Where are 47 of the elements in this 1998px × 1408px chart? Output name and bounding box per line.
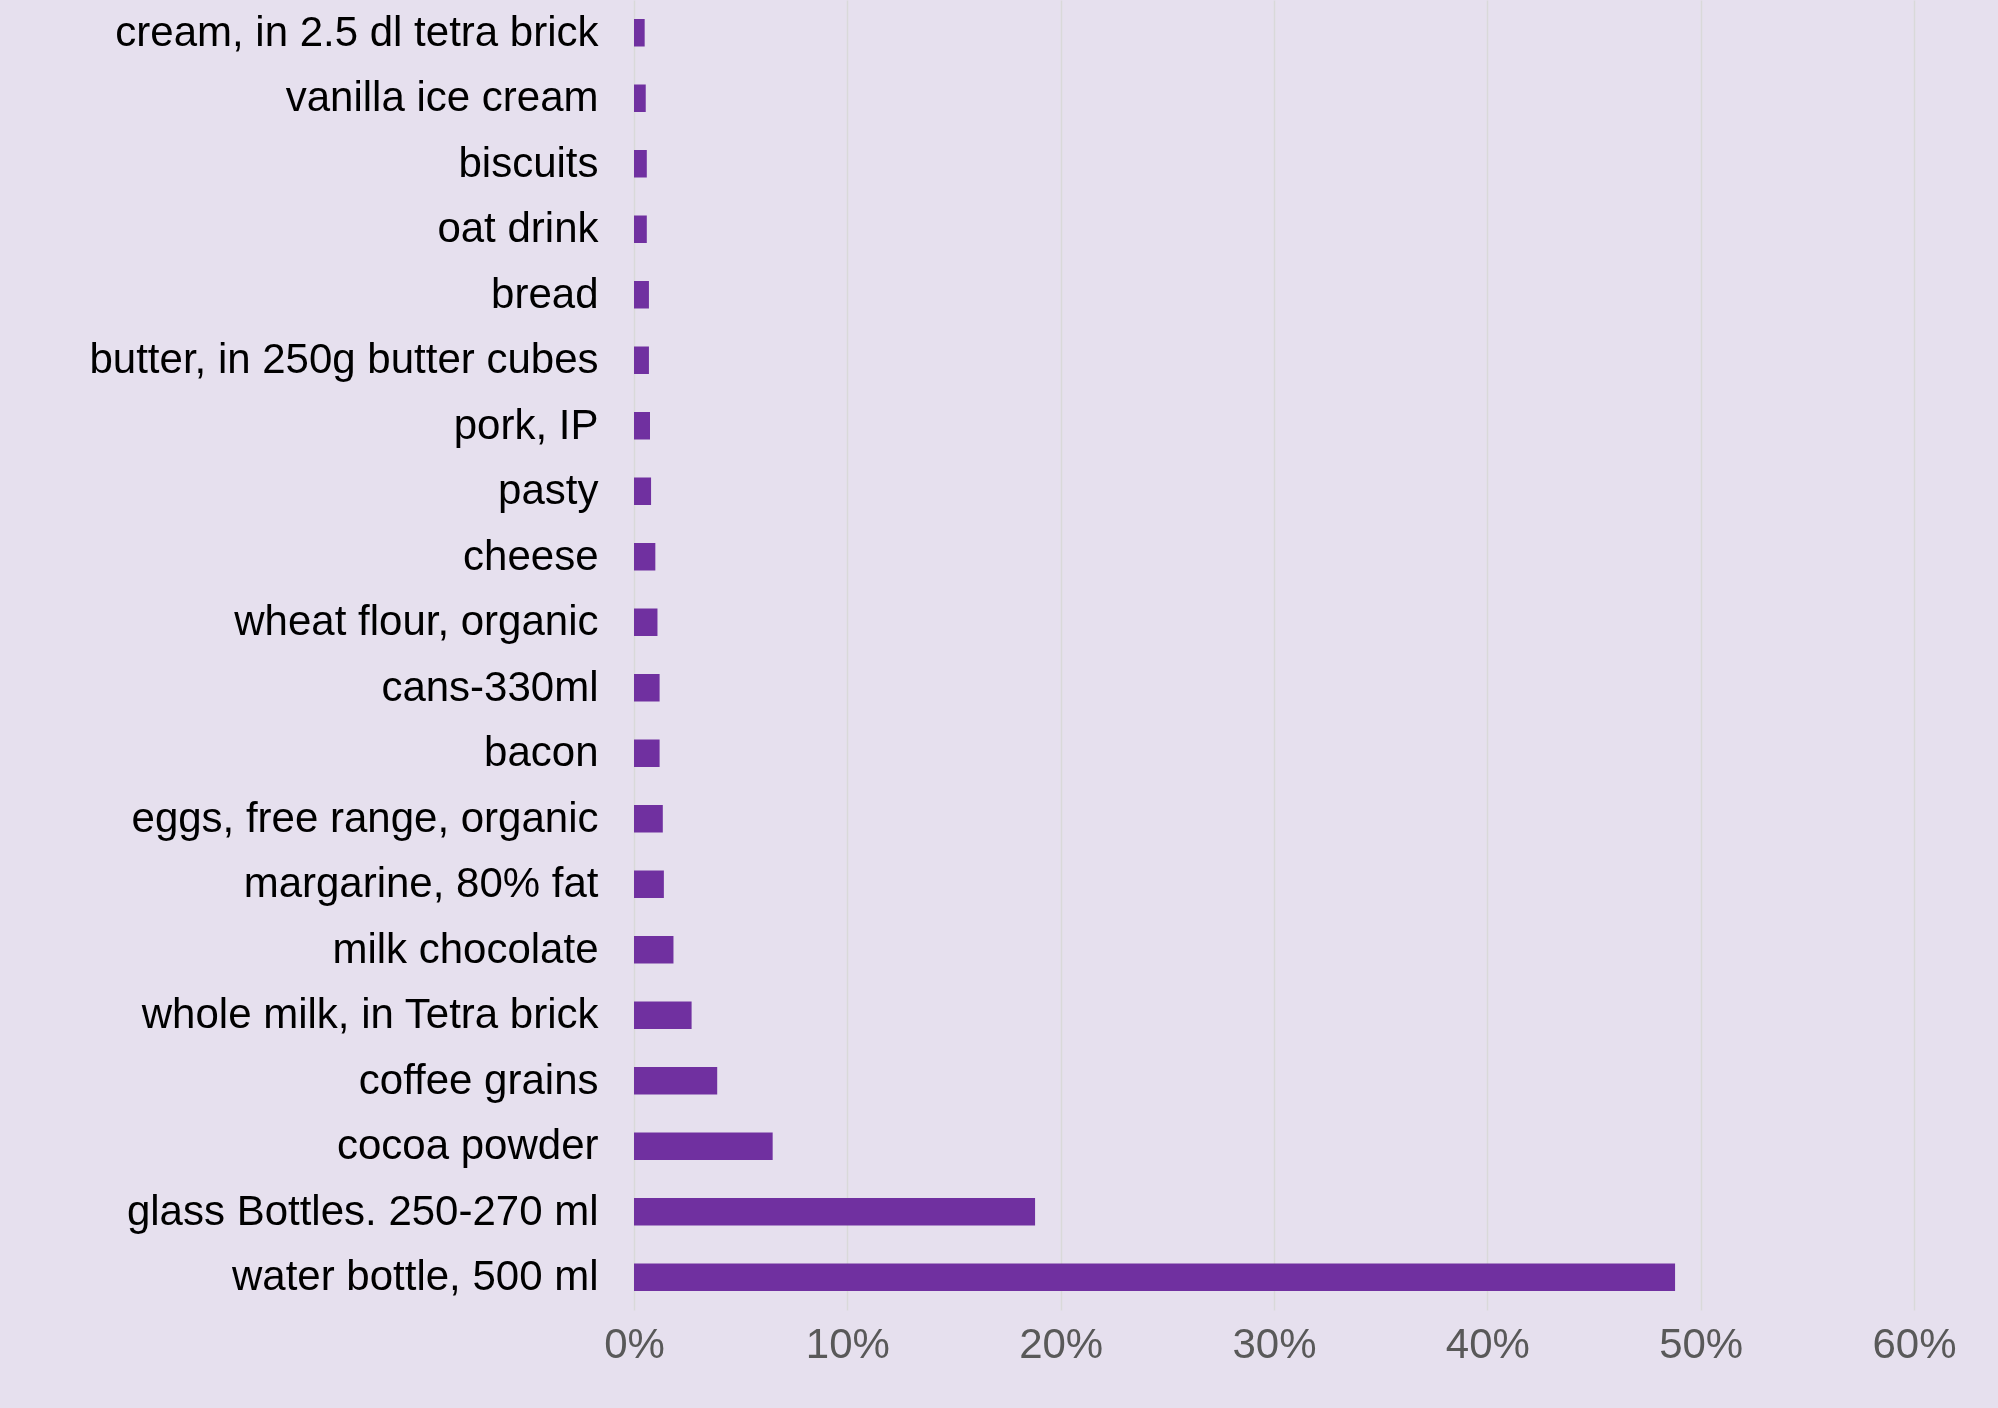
x-tick-label: 40% <box>1445 1319 1530 1367</box>
y-tick-label: bread <box>491 269 599 317</box>
bar <box>634 346 649 374</box>
y-tick-label: pork, IP <box>453 400 599 448</box>
y-tick-label: water bottle, 500 ml <box>230 1252 599 1300</box>
x-tick-label: 10% <box>805 1319 890 1367</box>
y-tick-label: bacon <box>484 728 599 776</box>
x-tick-label: 0% <box>604 1319 665 1367</box>
y-tick-label: eggs, free range, organic <box>131 793 599 841</box>
bar <box>634 608 658 636</box>
y-tick-label: biscuits <box>458 138 599 186</box>
y-tick-label: cheese <box>463 531 599 579</box>
y-tick-label: cream, in 2.5 dl tetra brick <box>115 7 600 55</box>
y-tick-label: coffee grains <box>358 1055 599 1103</box>
y-tick-label: cocoa powder <box>337 1121 599 1169</box>
bar <box>634 1197 1036 1226</box>
y-tick-label: pasty <box>498 466 599 514</box>
y-tick-label: cans-330ml <box>381 662 599 710</box>
y-tick-label: vanilla ice cream <box>285 73 599 121</box>
bar <box>634 149 647 178</box>
bar <box>634 477 652 505</box>
bar <box>634 1132 773 1160</box>
y-tick-label: whole milk, in Tetra brick <box>140 990 600 1038</box>
bar <box>634 18 645 47</box>
y-tick-label: milk chocolate <box>332 924 599 972</box>
x-tick-label: 20% <box>1019 1319 1104 1367</box>
bar <box>634 870 664 898</box>
bar <box>634 1066 718 1095</box>
bar <box>634 1001 692 1029</box>
bar <box>634 411 650 440</box>
bar <box>634 84 646 112</box>
bar <box>634 280 649 309</box>
bar <box>634 935 674 964</box>
bar <box>634 215 647 243</box>
x-tick-label: 60% <box>1872 1319 1957 1367</box>
bar <box>634 1263 1676 1291</box>
x-tick-label: 50% <box>1659 1319 1744 1367</box>
y-tick-label: margarine, 80% fat <box>243 859 599 907</box>
bar <box>634 739 660 767</box>
bar <box>634 673 660 702</box>
y-tick-label: glass Bottles. 250-270 ml <box>126 1186 599 1234</box>
bar <box>634 804 663 833</box>
bar <box>634 542 656 571</box>
x-tick-label: 30% <box>1232 1319 1317 1367</box>
y-tick-label: wheat flour, organic <box>233 597 599 645</box>
y-tick-label: butter, in 250g butter cubes <box>89 335 599 383</box>
y-tick-label: oat drink <box>437 204 600 252</box>
